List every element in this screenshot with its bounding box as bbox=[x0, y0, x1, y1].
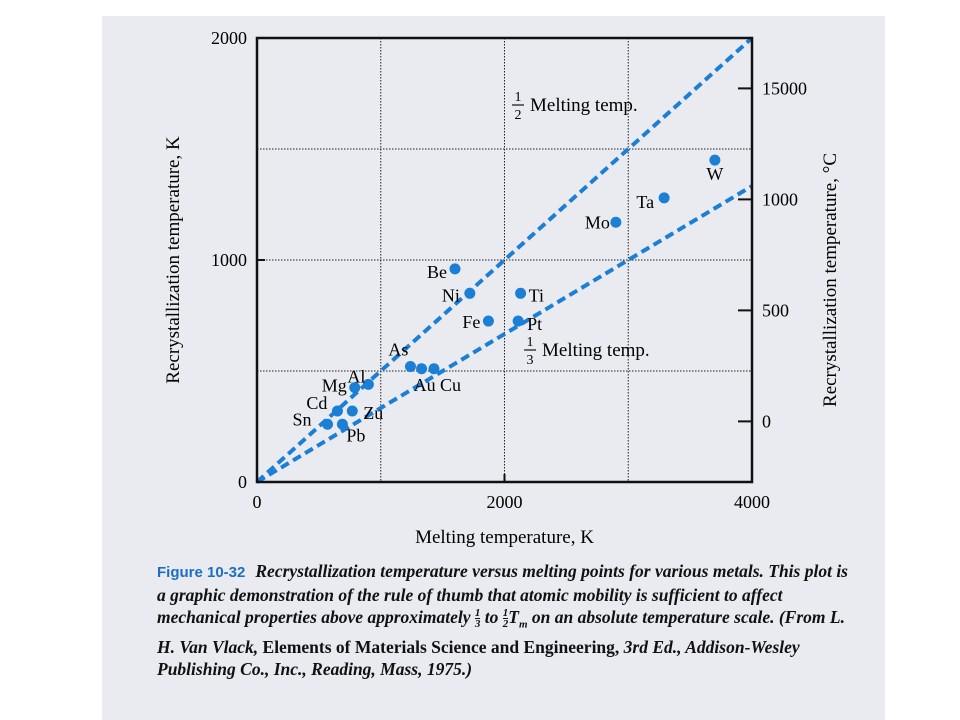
y-tick-label: 1000 bbox=[211, 250, 247, 270]
y-axis-label: Recrystallization temperature, K bbox=[163, 136, 184, 384]
reference-line-1 bbox=[255, 36, 754, 484]
point-label-al: Al bbox=[347, 366, 365, 386]
frac2-den: 2 bbox=[502, 618, 509, 631]
y2-tick-label: 15000 bbox=[762, 78, 807, 98]
point-label-mg: Mg bbox=[322, 376, 347, 396]
y-tick-label: 2000 bbox=[211, 28, 247, 48]
data-point-be bbox=[449, 263, 461, 275]
line-label-text: Melting temp. bbox=[530, 95, 638, 116]
caption-text-1: Recrystallization temperature versus mel… bbox=[157, 561, 848, 627]
tm-symbol: T bbox=[508, 607, 519, 627]
data-point-pt bbox=[512, 315, 524, 327]
point-label-pb: Pb bbox=[346, 425, 365, 445]
point-label-cu: Cu bbox=[440, 375, 461, 395]
x-axis-label: Melting temperature, K bbox=[415, 527, 594, 548]
x-tick-label: 0 bbox=[253, 492, 262, 512]
point-label-ta: Ta bbox=[636, 192, 654, 212]
data-point-ta bbox=[658, 192, 670, 204]
data-point-ni bbox=[464, 287, 476, 299]
point-label-w: W bbox=[706, 164, 723, 184]
point-label-sn: Sn bbox=[293, 409, 312, 429]
point-label-ni: Ni bbox=[442, 285, 460, 305]
caption-text-2: on an absolute temperature scale. (From … bbox=[157, 607, 845, 657]
data-point-zu bbox=[346, 405, 358, 417]
figure-caption: Figure 10-32 Recrystallization temperatur… bbox=[157, 560, 857, 680]
data-point-as bbox=[404, 361, 416, 373]
data-point-ti bbox=[515, 287, 527, 299]
y2-tick-label: 1000 bbox=[762, 189, 798, 209]
y2-tick-label: 500 bbox=[762, 300, 789, 320]
line-label-denominator: 3 bbox=[527, 353, 534, 368]
scatter-chart: 0 2000 4000 0 1000 2000 0 500 1000 15000 W Ta Mo Be N… bbox=[163, 28, 841, 548]
point-label-ti: Ti bbox=[529, 285, 544, 305]
point-label-au: Au bbox=[414, 375, 436, 395]
caption-to: to bbox=[484, 607, 499, 627]
point-label-cd: Cd bbox=[306, 393, 327, 413]
reference-lines bbox=[255, 36, 754, 484]
data-point-cd bbox=[331, 405, 343, 417]
figure-panel bbox=[102, 16, 885, 720]
data-point-mg bbox=[349, 382, 361, 394]
axis-ticks: 0 2000 4000 0 1000 2000 0 500 1000 15000 bbox=[211, 28, 807, 512]
caption-text-3: 3rd Ed., Addison-Wesley Publishing Co., … bbox=[157, 636, 800, 679]
point-label-be: Be bbox=[427, 262, 447, 282]
x-tick-label: 4000 bbox=[734, 492, 770, 512]
point-label-mo: Mo bbox=[585, 212, 610, 232]
data-point-mo bbox=[610, 216, 622, 228]
data-point-pb bbox=[336, 418, 348, 430]
frac1-num: 1 bbox=[474, 607, 481, 620]
data-point-w bbox=[709, 154, 721, 166]
line-label-denominator: 2 bbox=[515, 108, 522, 123]
line-label-text: Melting temp. bbox=[542, 340, 650, 361]
point-label-fe: Fe bbox=[462, 312, 480, 332]
line-label-numerator: 1 bbox=[527, 335, 534, 350]
y2-tick-label: 0 bbox=[762, 411, 771, 431]
data-point-sn bbox=[322, 418, 334, 430]
point-label-as: As bbox=[388, 340, 408, 360]
line-label-numerator: 1 bbox=[515, 90, 522, 105]
caption-book-title: Elements of Materials Science and Engine… bbox=[262, 636, 620, 657]
data-point-al bbox=[362, 378, 374, 390]
x-tick-label: 2000 bbox=[487, 492, 523, 512]
data-point-au bbox=[416, 363, 428, 375]
frac1-den: 3 bbox=[474, 618, 481, 631]
point-label-pt: Pt bbox=[527, 314, 542, 334]
data-point-cu bbox=[428, 363, 440, 375]
data-point-fe bbox=[482, 315, 494, 327]
figure-number: Figure 10-32 bbox=[157, 564, 246, 581]
reference-line-2 bbox=[255, 184, 754, 484]
tm-subscript: m bbox=[518, 618, 528, 631]
y-tick-label: 0 bbox=[238, 472, 247, 492]
point-label-zu: Zu bbox=[363, 403, 383, 423]
y2-axis-label: Recrystallization temperature, °C bbox=[820, 153, 841, 407]
frac2-num: 1 bbox=[502, 607, 509, 620]
reference-line-labels: 1 2 Melting temp. 1 3 Melting temp. bbox=[512, 90, 650, 368]
